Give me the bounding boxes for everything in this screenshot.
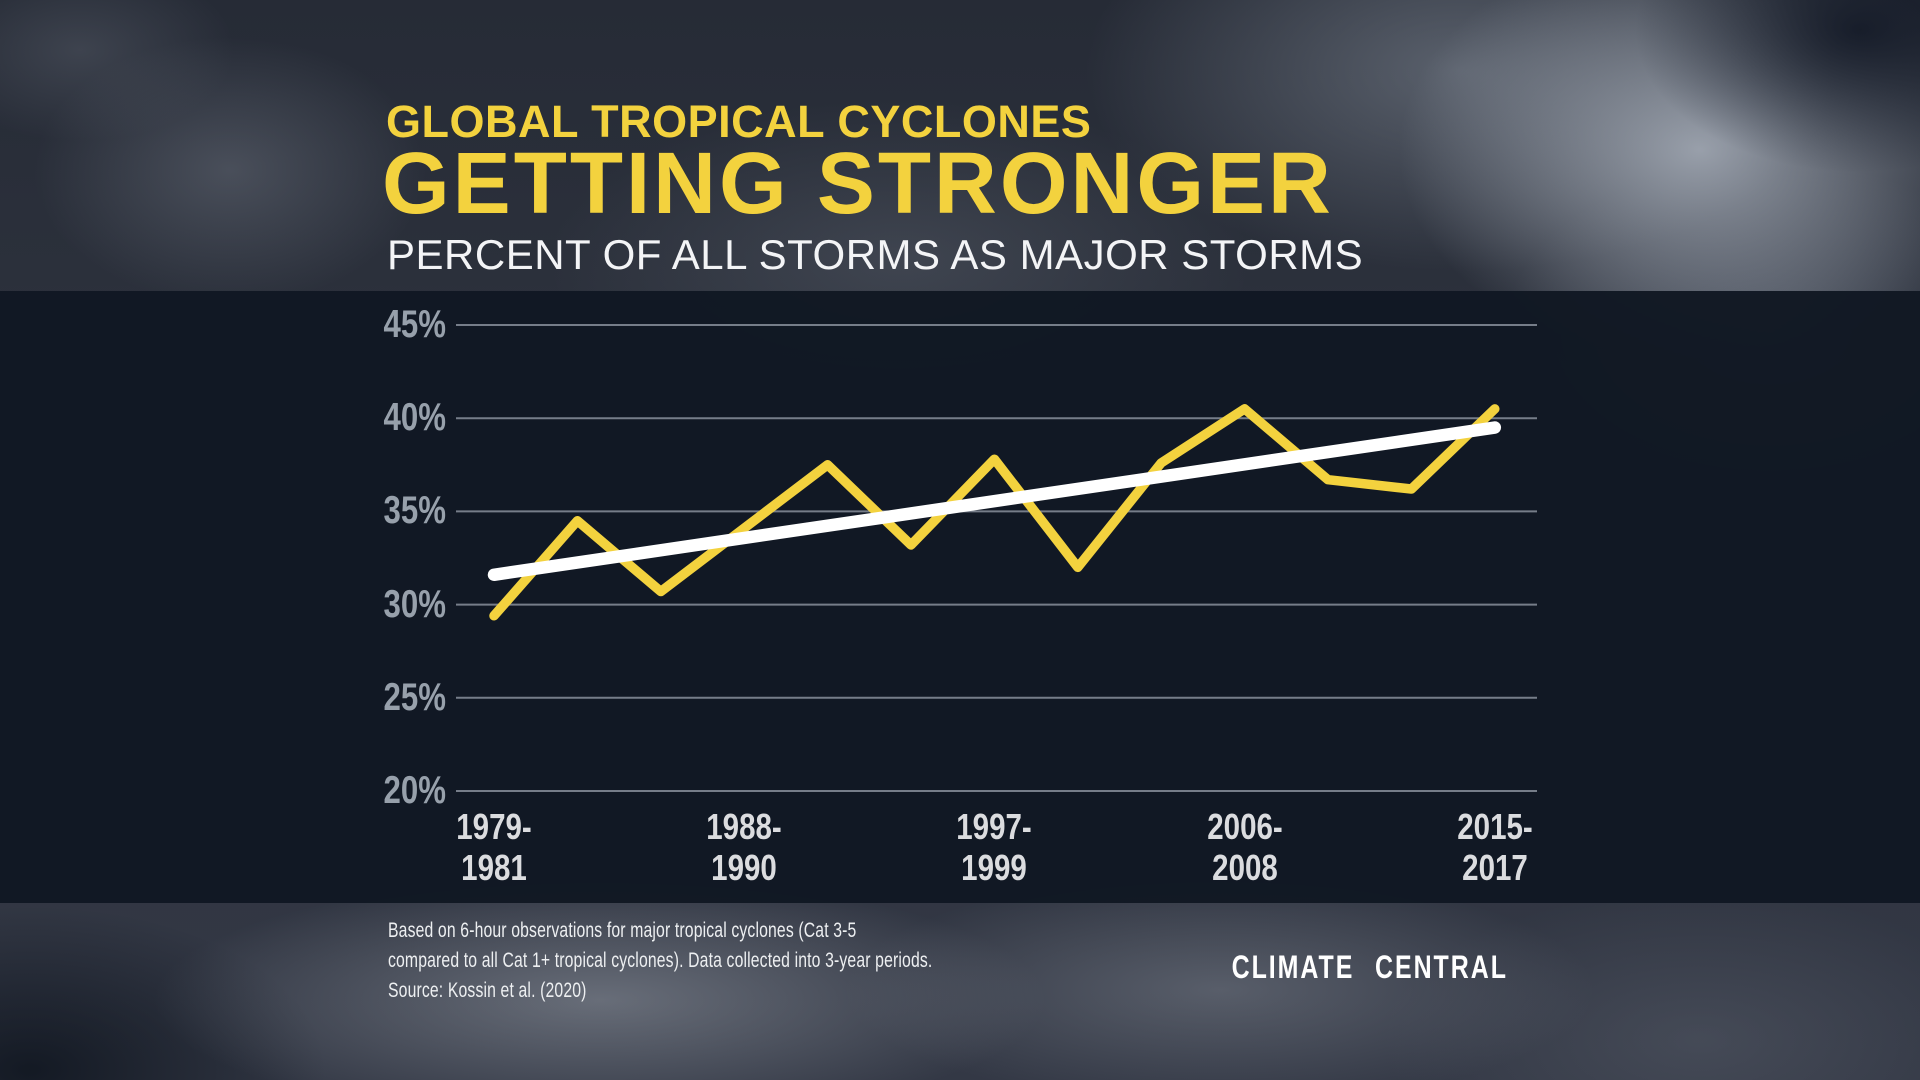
page-title: GETTING STRONGER: [382, 135, 1334, 232]
y-axis-label: 20%: [383, 769, 446, 812]
source-note-line: compared to all Cat 1+ tropical cyclones…: [388, 949, 933, 972]
chart-subtitle: PERCENT OF ALL STORMS AS MAJOR STORMS: [387, 231, 1364, 278]
x-axis-label-line: 1988-: [706, 806, 782, 847]
y-axis-label: 30%: [383, 582, 446, 626]
x-axis-label-line: 2008: [1211, 847, 1278, 888]
y-axis-label: 35%: [383, 489, 446, 533]
chart-band: [0, 291, 1920, 903]
x-axis-label-line: 2006-: [1206, 806, 1283, 847]
x-axis-label: 1997- 1999: [925, 806, 1064, 888]
trend-line: [487, 421, 1502, 582]
source-note: Based on 6-hour observations for major t…: [388, 916, 932, 1006]
y-axis-label: 40%: [383, 396, 446, 440]
y-axis-label: 25%: [383, 675, 446, 719]
logo-word-central: CENTRAL: [1374, 949, 1508, 985]
climate-central-logo: CLIMATE CENTRAL: [1200, 944, 1545, 990]
source-note-line: Source: Kossin et al. (2020): [388, 979, 587, 1002]
x-axis-label-line: 1990: [711, 847, 778, 888]
x-axis-label-line: 2015-: [1457, 806, 1533, 847]
x-axis-label-line: 1999: [961, 847, 1028, 888]
source-note-line: Based on 6-hour observations for major t…: [388, 919, 857, 942]
storms-data-line: [489, 404, 1500, 621]
x-axis-label: 2015- 2017: [1425, 806, 1564, 888]
x-axis-label: 1979- 1981: [424, 806, 563, 888]
title-kicker: GLOBAL TROPICAL CYCLONES: [386, 96, 1092, 147]
logo-word-climate: CLIMATE: [1231, 949, 1355, 985]
x-axis-label-line: 1979-: [456, 806, 532, 847]
x-axis-label-line: 1997-: [956, 806, 1033, 847]
x-axis-label-line: 2017: [1461, 847, 1528, 888]
x-axis-label: 2006- 2008: [1175, 806, 1314, 888]
x-axis-label: 1988- 1990: [674, 806, 813, 888]
y-axis-label: 45%: [383, 303, 446, 346]
x-axis-label-line: 1981: [461, 847, 527, 888]
